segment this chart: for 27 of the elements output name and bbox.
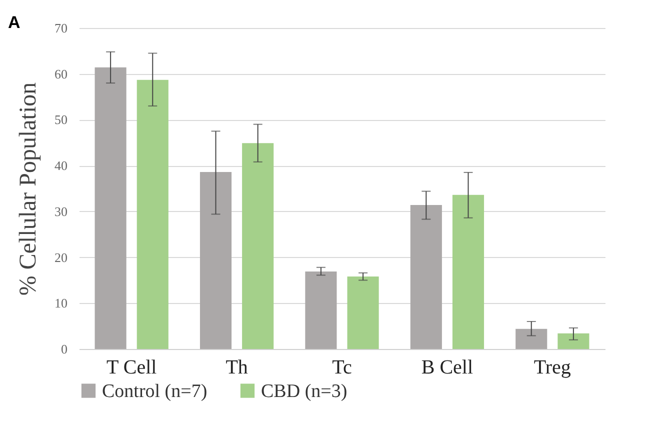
bar (136, 80, 168, 349)
bar (94, 67, 126, 349)
bar (347, 276, 379, 349)
y-tick-label: 60 (54, 66, 68, 82)
bar (200, 172, 232, 349)
bar (516, 328, 548, 349)
y-tick-label: 70 (54, 20, 68, 36)
bar (242, 143, 274, 349)
y-tick-label: 40 (54, 158, 68, 174)
bar (452, 194, 484, 349)
bar (410, 205, 442, 349)
y-tick-label: 20 (54, 250, 68, 265)
x-tick-label: B Cell (421, 356, 474, 378)
legend-label: Control (n=7) (102, 380, 208, 402)
x-tick-label: Treg (534, 356, 571, 378)
bar (305, 272, 337, 349)
legend-label: CBD (n=3) (261, 380, 348, 402)
text: A (8, 13, 20, 32)
y-tick-label: 10 (54, 296, 68, 311)
x-tick-label: Th (226, 356, 248, 378)
bar (558, 333, 590, 349)
x-tick-label: Tc (332, 356, 352, 378)
x-tick-label: T Cell (106, 356, 158, 378)
y-tick-label: 50 (54, 112, 68, 128)
y-tick-label: 0 (61, 342, 68, 356)
y-axis-title: % Cellular Population (16, 82, 42, 296)
y-tick-label: 30 (54, 204, 68, 219)
